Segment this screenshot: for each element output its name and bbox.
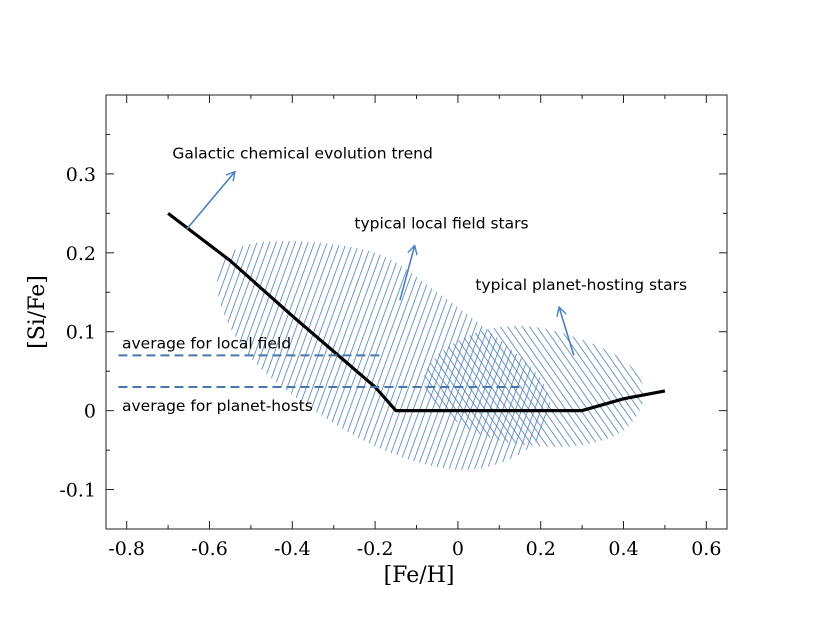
x-tick-label: 0 xyxy=(452,538,464,560)
x-tick-label: -0.2 xyxy=(357,538,394,560)
regions xyxy=(217,241,645,470)
annotation-local-field-stars-label: typical local field stars xyxy=(354,215,528,233)
y-tick-label: 0.1 xyxy=(66,322,96,344)
annotation-local-field-stars-arrow xyxy=(399,247,414,301)
x-tick-label: -0.4 xyxy=(274,538,311,560)
averages-layer: average for local field average for plane… xyxy=(118,334,525,415)
x-tick-label: -0.6 xyxy=(191,538,228,560)
x-tick-label: -0.8 xyxy=(108,538,145,560)
trend-layer xyxy=(167,212,666,413)
annotation-chemical-evolution-arrow xyxy=(186,172,235,230)
tick-labels: -0.8 -0.6 -0.4 -0.2 0 0.2 0.4 0.6 -0.1 0 0.1 0.2 0.3 xyxy=(59,164,721,560)
y-tick-label: 0 xyxy=(84,401,96,423)
label-average-local-field: average for local field xyxy=(122,334,291,352)
ticks-layer xyxy=(106,94,727,530)
region-planet-hosting-stars xyxy=(423,325,645,447)
trend-line xyxy=(167,212,666,413)
y-tick-label: 0.2 xyxy=(66,243,96,265)
annotation-chemical-evolution-label: Galactic chemical evolution trend xyxy=(172,144,432,162)
y-tick-label: 0.3 xyxy=(66,164,96,186)
annotations: Galactic chemical evolution trend typical… xyxy=(172,144,687,356)
y-tick-label: -0.1 xyxy=(59,480,96,502)
x-tick-label: 0.2 xyxy=(526,538,556,560)
x-tick-label: 0.6 xyxy=(691,538,721,560)
x-axis-label: [Fe/H] xyxy=(384,563,455,588)
label-average-planet-hosts: average for planet-hosts xyxy=(122,397,313,415)
y-axis-label: [Si/Fe] xyxy=(25,275,50,349)
annotation-planet-hosting-stars-arrow xyxy=(559,308,575,356)
x-tick-label: 0.4 xyxy=(608,538,638,560)
annotation-planet-hosting-stars-label: typical planet-hosting stars xyxy=(475,276,687,294)
